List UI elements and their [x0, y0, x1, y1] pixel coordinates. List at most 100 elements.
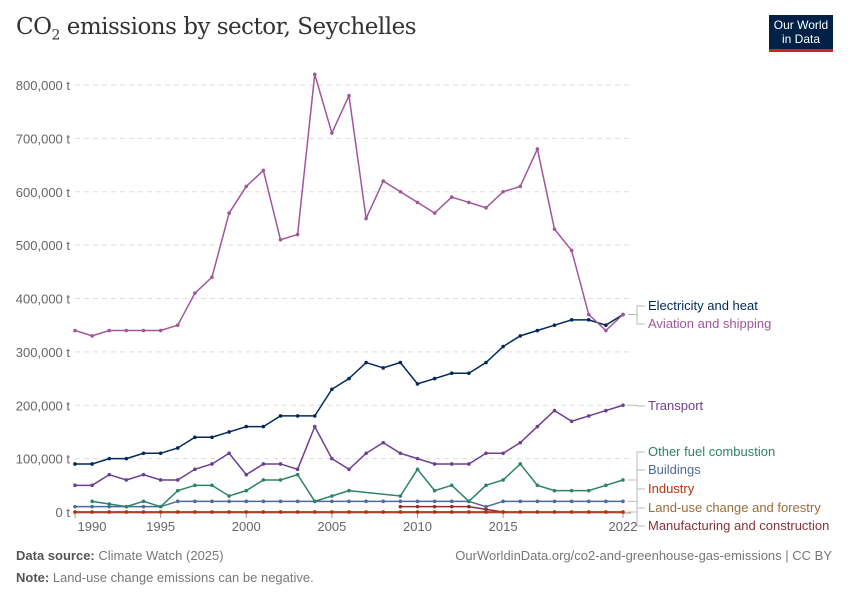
data-point — [295, 414, 300, 418]
data-point — [244, 499, 249, 504]
series-line-other-fuel-combustion — [92, 462, 624, 508]
data-point — [621, 499, 625, 504]
data-point — [381, 510, 386, 514]
data-point — [90, 504, 94, 509]
data-point — [330, 131, 334, 135]
data-point — [552, 510, 557, 514]
data-point — [415, 467, 420, 472]
data-point — [501, 499, 505, 504]
data-point — [569, 488, 574, 493]
label-connector — [628, 511, 645, 527]
data-point — [107, 472, 112, 477]
data-point — [347, 376, 351, 381]
data-point — [312, 72, 317, 77]
data-point — [518, 499, 523, 504]
data-point — [398, 510, 403, 514]
data-point — [621, 510, 625, 514]
series-label: Transport — [648, 398, 704, 413]
chart-note: Note: Land-use change emissions can be n… — [16, 570, 314, 585]
data-point — [295, 467, 300, 472]
data-point — [501, 478, 505, 482]
data-point — [158, 451, 163, 456]
data-point — [312, 510, 317, 514]
data-point — [604, 510, 608, 514]
data-point — [210, 499, 214, 504]
series-line-aviation-and-shipping — [74, 74, 624, 337]
data-point — [295, 472, 300, 477]
y-tick-label: 200,000 t — [16, 398, 71, 413]
data-point — [73, 328, 77, 333]
data-point — [278, 478, 283, 482]
data-point — [518, 334, 523, 338]
data-point — [535, 499, 540, 504]
data-point — [124, 328, 129, 333]
data-point — [261, 462, 266, 466]
x-tick-label: 1995 — [146, 519, 175, 534]
data-point — [261, 510, 266, 514]
data-point — [535, 510, 540, 514]
data-point — [175, 510, 180, 514]
data-point — [261, 499, 266, 504]
data-point — [467, 462, 471, 466]
data-point — [295, 510, 300, 514]
data-point — [552, 408, 557, 413]
data-point — [141, 504, 146, 509]
data-point — [141, 510, 146, 514]
data-point — [175, 478, 180, 482]
data-point — [552, 488, 557, 493]
label-connector — [628, 469, 645, 502]
data-point — [415, 499, 420, 504]
data-point — [193, 291, 197, 295]
data-point — [347, 93, 351, 98]
data-point — [449, 510, 454, 514]
data-point — [604, 483, 608, 488]
data-point — [518, 184, 523, 189]
data-point — [312, 499, 317, 504]
label-connector — [628, 507, 645, 513]
data-point — [90, 499, 94, 504]
data-point — [90, 483, 94, 488]
data-source: Data source: Climate Watch (2025) — [16, 548, 224, 563]
data-point — [569, 419, 574, 424]
data-point — [398, 360, 403, 365]
data-point — [535, 424, 540, 429]
owid-logo[interactable]: Our World in Data — [769, 15, 833, 52]
data-point — [227, 451, 231, 456]
data-point — [449, 499, 454, 504]
data-point — [621, 478, 625, 482]
data-point — [415, 200, 420, 205]
data-point — [398, 504, 403, 509]
data-point — [347, 499, 351, 504]
data-point — [347, 510, 351, 514]
data-point — [381, 440, 386, 445]
series-line-electricity-and-heat — [75, 313, 624, 465]
data-point — [227, 510, 231, 514]
data-point — [244, 424, 249, 429]
data-point — [107, 502, 112, 506]
data-point — [621, 312, 625, 317]
data-point — [467, 371, 471, 376]
data-point — [278, 237, 283, 242]
data-point — [278, 510, 283, 514]
data-point — [381, 366, 386, 370]
data-point — [227, 499, 231, 504]
data-point — [535, 147, 540, 151]
data-point — [312, 424, 317, 429]
data-point — [244, 184, 249, 189]
data-point — [175, 323, 180, 327]
data-point — [518, 510, 523, 514]
data-point — [449, 462, 454, 466]
x-tick-label: 2022 — [609, 519, 638, 534]
data-point — [415, 382, 420, 386]
data-point — [604, 328, 608, 333]
y-tick-label: 300,000 t — [16, 345, 71, 360]
data-point — [484, 483, 488, 488]
series-label: Manufacturing and construction — [648, 518, 829, 533]
data-point — [312, 414, 317, 418]
data-point — [295, 499, 300, 504]
data-point — [484, 504, 488, 509]
data-point — [261, 168, 266, 173]
source-url[interactable]: OurWorldinData.org/co2-and-greenhouse-ga… — [455, 548, 832, 563]
data-point — [586, 318, 591, 322]
